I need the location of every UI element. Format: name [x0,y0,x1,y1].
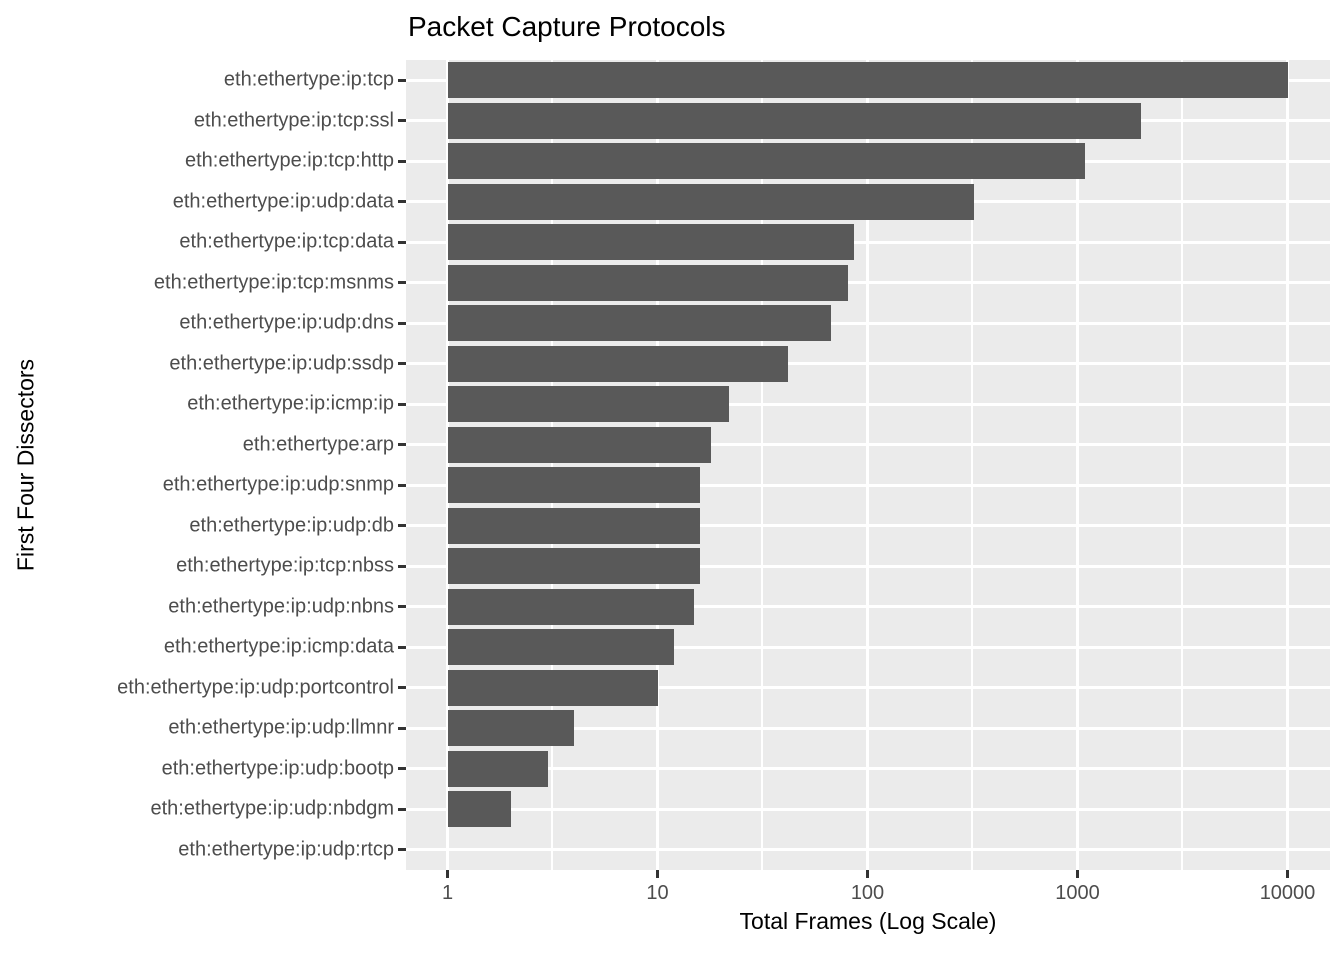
x-tick-label: 100 [850,882,885,904]
x-tick-mark [1076,870,1079,878]
y-tick-mark [398,240,406,244]
major-gridline-y [406,321,1330,325]
y-tick-label: eth:ethertype:ip:tcp:data [179,230,394,253]
minor-gridline [551,60,554,870]
major-gridline-x [1076,60,1079,870]
y-tick-mark [398,362,406,366]
minor-gridline [1181,60,1184,870]
y-tick-mark [398,605,406,609]
x-tick-label: 10 [646,882,669,904]
y-tick-label: eth:ethertype:ip:udp:db [189,514,394,537]
y-tick-mark [398,564,406,568]
bar-eth:ethertype:ip:udp:snmp [447,467,701,504]
y-tick-label: eth:ethertype:ip:icmp:data [163,635,394,658]
y-tick-mark [398,281,406,285]
bar-eth:ethertype:ip:udp:nbns [447,588,695,625]
y-tick-label: eth:ethertype:ip:tcp:msnms [153,271,394,294]
bar-eth:ethertype:ip:udp:data [447,183,974,220]
y-tick-mark [398,159,406,163]
bar-eth:ethertype:ip:tcp:ssl [447,102,1141,139]
bar-eth:ethertype:ip:udp:db [447,507,701,544]
major-gridline-y [406,686,1330,690]
minor-gridline [971,60,974,870]
major-gridline-y [406,281,1330,285]
major-gridline-y [406,605,1330,609]
y-tick-mark [398,767,406,771]
x-tick-mark [656,870,659,878]
x-tick-mark [1286,870,1289,878]
x-tick-label: 10000 [1259,882,1316,904]
y-tick-label: eth:ethertype:ip:udp:llmnr [168,716,394,739]
bar-eth:ethertype:ip:tcp:http [447,143,1086,180]
bar-eth:ethertype:ip:icmp:ip [447,386,730,423]
chart-title: Packet Capture Protocols [408,11,726,42]
y-tick-mark [398,807,406,811]
y-tick-label: eth:ethertype:ip:tcp:nbss [176,554,394,577]
y-tick-mark [398,402,406,406]
y-tick-label: eth:ethertype:ip:udp:bootp [161,757,394,780]
major-gridline-y [406,767,1330,771]
y-tick-label: eth:ethertype:ip:udp:data [172,190,394,213]
major-gridline-y [406,402,1330,406]
y-axis-labels: eth:ethertype:ip:tcp eth:ethertype:ip:tcp… [0,0,394,960]
y-tick-mark [398,200,406,204]
bar-eth:ethertype:ip:udp:portcontrol [447,669,658,706]
y-tick-label: eth:ethertype:ip:udp:snmp [162,473,394,496]
bar-eth:ethertype:ip:udp:ssdp [447,345,789,382]
y-tick-label: eth:ethertype:ip:udp:portcontrol [117,676,394,699]
bar-eth:ethertype:ip:tcp [447,62,1288,99]
major-gridline-x [1286,60,1289,870]
y-tick-mark [398,443,406,447]
y-tick-label: eth:ethertype:ip:udp:rtcp [178,838,394,861]
major-gridline-y [406,483,1330,487]
y-tick-mark [398,726,406,730]
major-gridline-x [446,60,449,870]
y-tick-mark [398,321,406,325]
major-gridline-y [406,524,1330,528]
x-axis-title: Total Frames (Log Scale) [739,908,997,934]
minor-gridline [761,60,764,870]
y-tick-label: eth:ethertype:ip:udp:ssdp [169,352,394,375]
major-gridline-y [406,848,1330,852]
bar-eth:ethertype:arp [447,426,712,463]
y-tick-label: eth:ethertype:ip:udp:nbdgm [150,797,394,820]
y-tick-mark [398,686,406,690]
bar-eth:ethertype:ip:tcp:data [447,224,854,261]
y-tick-mark [398,645,406,649]
major-gridline-y [406,726,1330,730]
x-tick-label: 1 [441,882,454,904]
major-gridline-y [406,362,1330,366]
major-gridline-x [656,60,659,870]
bar-eth:ethertype:ip:udp:bootp [447,750,548,787]
bar-eth:ethertype:ip:udp:llmnr [447,710,574,747]
major-gridline-x [866,60,869,870]
bar-eth:ethertype:ip:icmp:data [447,629,675,666]
y-tick-mark [398,78,406,82]
bar-eth:ethertype:ip:tcp:nbss [447,548,701,585]
y-tick-label: eth:ethertype:ip:tcp:ssl [193,109,394,132]
y-tick-label: eth:ethertype:ip:udp:dns [179,311,394,334]
major-gridline-y [406,564,1330,568]
y-tick-mark [398,524,406,528]
major-gridline-y [406,240,1330,244]
major-gridline-y [406,443,1330,447]
bar-eth:ethertype:ip:udp:nbdgm [447,791,511,828]
y-tick-mark [398,848,406,852]
major-gridline-y [406,807,1330,811]
major-gridline-y [406,645,1330,649]
y-tick-label: eth:ethertype:ip:icmp:ip [187,392,394,415]
x-tick-mark [866,870,869,878]
y-tick-label: eth:ethertype:ip:tcp [223,68,394,91]
y-tick-mark [398,483,406,487]
bar-eth:ethertype:ip:udp:dns [447,305,831,342]
y-tick-label: eth:ethertype:ip:tcp:http [184,149,394,172]
y-tick-mark [398,119,406,123]
x-tick-label: 1000 [1055,882,1100,904]
y-tick-label: eth:ethertype:ip:udp:nbns [168,595,394,618]
bar-eth:ethertype:ip:tcp:msnms [447,264,849,301]
y-tick-label: eth:ethertype:arp [242,433,394,456]
plot-panel [406,60,1330,870]
x-tick-mark [446,870,449,878]
